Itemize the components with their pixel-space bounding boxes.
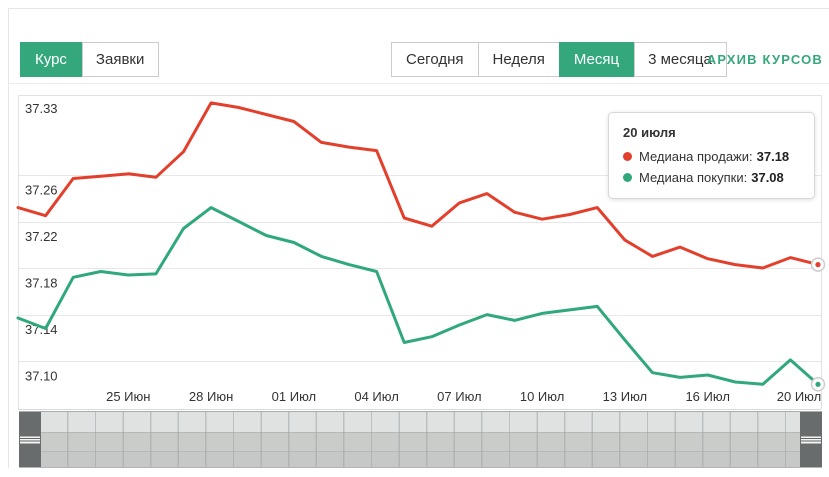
buy-median-line — [16, 206, 820, 386]
navigator-track[interactable] — [41, 412, 800, 467]
header-separator — [8, 83, 829, 84]
y-axis-label: 37.26 — [25, 183, 58, 198]
x-axis-label: 13 Июл — [603, 389, 647, 404]
tooltip-buy-label: Медиана покупки: — [639, 170, 748, 185]
chart-navigator — [19, 411, 822, 468]
navigator-grip-icon — [20, 436, 40, 443]
y-axis-label: 37.14 — [25, 322, 58, 337]
x-axis-label: 28 Июн — [189, 389, 233, 404]
tooltip-date: 20 июля — [623, 125, 676, 140]
navigator-right-handle[interactable] — [800, 412, 822, 467]
navigator-left-handle[interactable] — [19, 412, 41, 467]
plot-border — [18, 95, 822, 410]
sell-hover-marker — [810, 257, 826, 272]
tooltip-sell-value: 37.18 — [756, 149, 790, 164]
gridlines — [18, 175, 821, 362]
period-month[interactable]: Месяц — [558, 42, 636, 77]
panel-border-left — [8, 8, 9, 468]
x-axis-label: 16 Июл — [685, 389, 729, 404]
chart-tooltip: 20 июля Медиана продажи: 37.18 Медиана п… — [608, 112, 815, 199]
tooltip-row-sell: Медиана продажи: 37.18 — [623, 149, 800, 164]
x-axis-label: 25 Июн — [106, 389, 150, 404]
y-axis-label: 37.22 — [25, 229, 58, 244]
navigator-grip-icon — [801, 436, 821, 443]
x-axis-label: 07 Июл — [437, 389, 481, 404]
navigator-top-border — [19, 411, 822, 412]
tab-orders[interactable]: Заявки — [81, 43, 159, 76]
view-tab-group: Курс Заявки — [20, 42, 160, 77]
period-week[interactable]: Неделя — [478, 43, 560, 76]
sell-series-dot — [623, 152, 632, 161]
period-today[interactable]: Сегодня — [392, 43, 479, 76]
archive-rates-link[interactable]: АРХИВ КУРСОВ — [706, 52, 823, 67]
tooltip-buy-value: 37.08 — [751, 170, 784, 185]
navigator-bottom-border — [19, 467, 822, 468]
tooltip-row-buy: Медиана покупки: 37.08 — [623, 170, 800, 185]
period-tab-group: Сегодня Неделя Месяц 3 месяца — [391, 42, 727, 77]
y-axis-labels: 37.33 37.26 37.22 37.18 37.14 37.10 — [25, 101, 58, 384]
buy-hover-marker — [810, 377, 826, 392]
y-axis-label: 37.10 — [25, 369, 58, 384]
panel-border-top — [8, 8, 829, 9]
x-axis-label: 01 Июл — [272, 389, 316, 404]
sell-median-line — [16, 101, 820, 270]
x-axis-label: 20 Июл — [777, 389, 821, 404]
buy-series-dot — [623, 173, 632, 182]
tab-rate[interactable]: Курс — [20, 42, 83, 77]
tooltip-sell-label: Медиана продажи: — [639, 149, 753, 164]
period-3months[interactable]: 3 месяца — [634, 43, 726, 76]
y-axis-label: 37.18 — [25, 276, 58, 291]
x-axis-label: 10 Июл — [520, 389, 564, 404]
navigator-day-columns — [41, 412, 800, 467]
y-axis-label: 37.33 — [25, 101, 58, 116]
x-axis-labels: 25 Июн 28 Июн 01 Июл 04 Июл 07 Июл 10 Июл 13 И… — [106, 389, 821, 404]
x-axis-label: 04 Июл — [354, 389, 398, 404]
